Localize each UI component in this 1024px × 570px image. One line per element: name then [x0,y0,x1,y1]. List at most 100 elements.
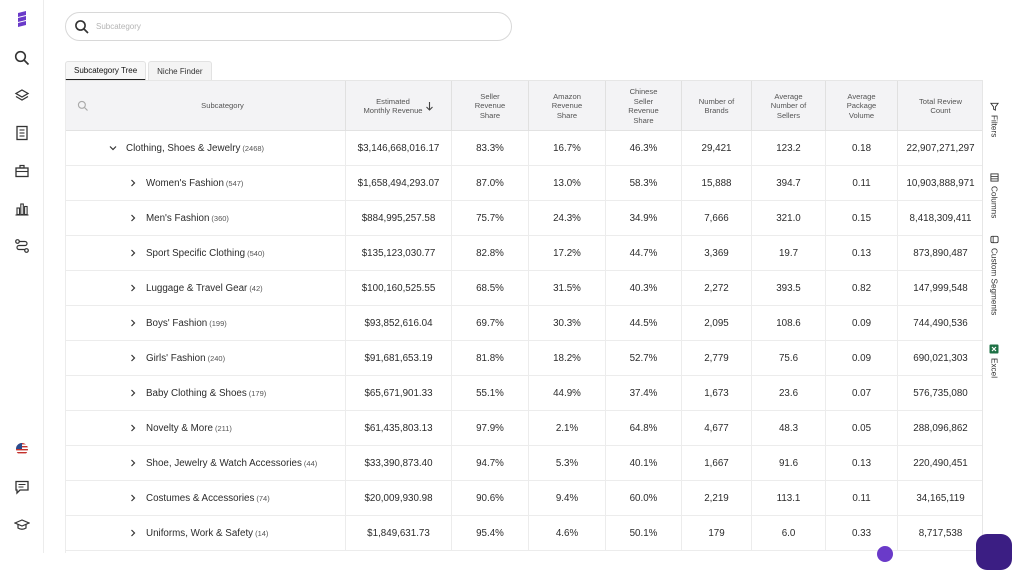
header-total-review-count[interactable]: Total Review Count [897,81,982,131]
cell-number-of-brands: 15,888 [681,166,751,200]
chevron-right-icon[interactable] [128,528,138,538]
table-row[interactable]: Novelty & More (211) $61,435,803.13 97.9% 2.… [66,411,982,446]
subcategory-name[interactable]: Shoe, Jewelry & Watch Accessories [146,457,302,469]
cell-total-review-count: 744,490,536 [897,306,982,340]
bar-chart-icon[interactable] [12,199,32,219]
header-label: Amazon Revenue Share [551,91,583,120]
cell-average-package-volume: 0.05 [825,411,897,445]
cell-average-number-of-sellers: 393.5 [751,271,825,305]
cell-average-package-volume: 0.11 [825,166,897,200]
notification-dot[interactable] [877,546,893,562]
cell-seller-revenue-share: 94.7% [451,446,528,480]
custom-segments-label: Custom Segments [989,248,999,316]
cell-average-number-of-sellers: 75.6 [751,341,825,375]
logo-icon[interactable] [12,10,32,30]
header-label: Number of Brands [698,96,735,116]
table-row[interactable]: Baby Clothing & Shoes (179) $65,671,901.33… [66,376,982,411]
chat-launcher-button[interactable] [976,534,1012,570]
cell-amazon-revenue-share: 2.1% [528,411,605,445]
table-row[interactable]: Men's Fashion (360) $884,995,257.58 75.7% 24… [66,201,982,236]
chevron-right-icon[interactable] [128,458,138,468]
cell-average-number-of-sellers: 108.6 [751,306,825,340]
chevron-right-icon[interactable] [128,248,138,258]
header-search-cell[interactable] [66,81,100,131]
header-seller-revenue-share[interactable]: Seller Revenue Share [451,81,528,131]
cell-amazon-revenue-share: 24.3% [528,201,605,235]
briefcase-icon[interactable] [12,161,32,181]
subcategory-name[interactable]: Novelty & More [146,422,213,434]
table-row[interactable]: Uniforms, Work & Safety (14) $1,849,631.73… [66,516,982,551]
header-amazon-revenue-share[interactable]: Amazon Revenue Share [528,81,605,131]
subcategory-name[interactable]: Sport Specific Clothing [146,247,246,259]
header-average-package-volume[interactable]: Average Package Volume [825,81,897,131]
custom-segments-tab[interactable]: Custom Segments [984,235,1004,315]
cell-total-review-count: 34,165,119 [897,481,982,515]
subcategory-name[interactable]: Men's Fashion [146,212,210,224]
chevron-right-icon[interactable] [128,353,138,363]
chevron-right-icon[interactable] [128,283,138,293]
graduation-cap-icon[interactable] [12,515,32,535]
columns-tab[interactable]: Columns [984,173,1004,218]
chevron-down-icon[interactable] [108,143,118,153]
subcategory-name[interactable]: Baby Clothing & Shoes [146,387,247,399]
subcategory-search[interactable] [65,12,512,41]
cell-chinese-seller-revenue-share: 50.1% [605,516,681,550]
cell-subcategory: Novelty & More (211) [66,411,345,445]
cell-seller-revenue-share: 81.8% [451,341,528,375]
subcategory-name[interactable]: Boys' Fashion [146,317,208,329]
cell-average-package-volume: 0.82 [825,271,897,305]
chevron-right-icon[interactable] [128,318,138,328]
table-row[interactable]: Costumes & Accessories (74) $20,009,930.98… [66,481,982,516]
header-number-of-brands[interactable]: Number of Brands [681,81,751,131]
search-icon [74,19,90,35]
header-estimated-monthly-revenue[interactable]: Estimated Monthly Revenue [345,81,451,131]
cell-amazon-revenue-share: 30.3% [528,306,605,340]
header-label: Average Package Volume [846,91,877,120]
chevron-right-icon[interactable] [128,423,138,433]
filters-tab[interactable]: Filters [984,102,1004,137]
header-average-number-of-sellers[interactable]: Average Number of Sellers [751,81,825,131]
table-row[interactable]: Sport Specific Clothing (540) $135,123,030… [66,236,982,271]
table-row[interactable]: Women's Fashion (547) $1,658,494,293.07 87.… [66,166,982,201]
cell-average-number-of-sellers: 123.2 [751,131,825,165]
table-row[interactable]: Boys' Fashion (199) $93,852,616.04 69.7% 30.… [66,306,982,341]
search-input[interactable] [96,22,476,31]
subcategory-name[interactable]: Luggage & Travel Gear [146,282,248,294]
subcategory-name[interactable]: Clothing, Shoes & Jewelry [126,142,241,154]
cell-average-number-of-sellers: 6.0 [751,516,825,550]
subcategory-name[interactable]: Uniforms, Work & Safety [146,527,254,539]
tab-subcategory-tree[interactable]: Subcategory Tree [65,61,147,81]
chevron-right-icon[interactable] [128,178,138,188]
cell-total-review-count: 10,903,888,971 [897,166,982,200]
chevron-right-icon[interactable] [128,213,138,223]
table-row[interactable]: Luggage & Travel Gear (42) $100,160,525.55… [66,271,982,306]
document-icon[interactable] [12,123,32,143]
header-subcategory[interactable]: Subcategory [100,81,345,131]
table-row[interactable]: Girls' Fashion (240) $91,681,653.19 81.8% 18… [66,341,982,376]
route-icon[interactable] [12,236,32,256]
layers-icon[interactable] [12,86,32,106]
chevron-right-icon[interactable] [128,493,138,503]
tab-niche-finder[interactable]: Niche Finder [148,61,212,81]
cell-estimated-monthly-revenue: $20,009,930.98 [345,481,451,515]
subcategory-count: (2468) [242,143,265,153]
subcategory-name[interactable]: Costumes & Accessories [146,492,255,504]
excel-tab[interactable]: Excel [984,344,1004,378]
table-row[interactable]: Shoe, Jewelry & Watch Accessories (44) $33… [66,446,982,481]
subcategory-count: (44) [303,458,318,468]
subcategory-name[interactable]: Girls' Fashion [146,352,206,364]
table-row[interactable]: Clothing, Shoes & Jewelry (2468) $3,146,66… [66,131,982,166]
subcategory-count: (199) [209,318,227,328]
cell-chinese-seller-revenue-share: 52.7% [605,341,681,375]
sort-down-icon[interactable] [425,101,434,111]
cell-number-of-brands: 2,272 [681,271,751,305]
us-flag-icon[interactable] [12,439,32,459]
cell-average-number-of-sellers: 321.0 [751,201,825,235]
chat-icon[interactable] [12,477,32,497]
search-icon[interactable] [12,48,32,68]
subcategory-name[interactable]: Women's Fashion [146,177,224,189]
cell-average-package-volume: 0.09 [825,306,897,340]
chevron-right-icon[interactable] [128,388,138,398]
cell-subcategory: Uniforms, Work & Safety (14) [66,516,345,550]
header-chinese-seller-revenue-share[interactable]: Chinese Seller Revenue Share [605,81,681,131]
